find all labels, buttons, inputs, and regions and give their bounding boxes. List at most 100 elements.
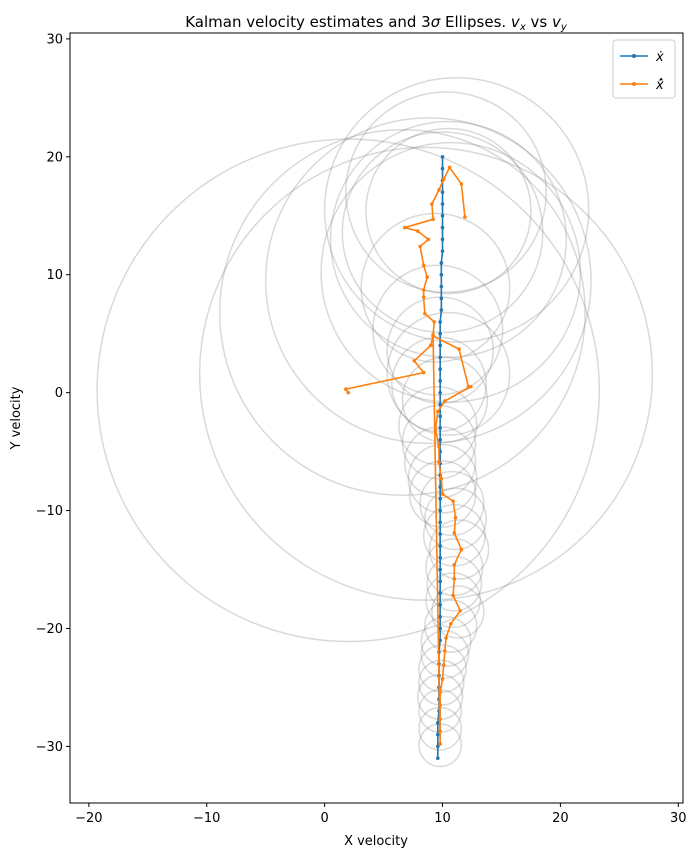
data-point <box>440 202 445 206</box>
data-point <box>452 577 457 581</box>
data-point <box>402 225 407 230</box>
data-point <box>430 202 434 206</box>
data-point <box>457 347 461 351</box>
data-point <box>453 515 458 520</box>
data-point <box>438 390 442 395</box>
data-point <box>438 343 442 348</box>
data-point <box>439 476 444 481</box>
legend-marker-x-dot <box>632 54 636 58</box>
y-axis-ticks: −30 −20 −10 0 10 20 30 <box>36 32 70 755</box>
series-line-1 <box>345 166 472 745</box>
sigma-ellipse <box>365 127 532 295</box>
data-point <box>439 261 444 265</box>
data-point <box>440 155 445 159</box>
data-point <box>448 621 453 626</box>
data-point <box>439 308 444 312</box>
data-point <box>441 177 446 182</box>
y-tick-label: −10 <box>36 504 63 519</box>
sigma-ellipse <box>264 117 592 445</box>
x-axis-ticks: −20 −10 0 10 20 30 <box>75 803 687 826</box>
x-tick-label: −10 <box>193 811 220 826</box>
sigma-ellipse <box>426 555 483 612</box>
title-vy-sub: y <box>560 22 568 33</box>
sigma-ellipse <box>360 212 511 363</box>
sigma-ellipse <box>386 311 511 436</box>
legend: ẋ x̂̇ <box>612 39 676 99</box>
sigma-ellipse <box>420 630 470 679</box>
data-point <box>440 677 445 681</box>
data-point <box>438 638 442 643</box>
data-point <box>439 284 444 289</box>
data-point <box>451 593 455 598</box>
data-point <box>443 649 447 653</box>
series-layer <box>344 155 473 760</box>
y-tick-label: 10 <box>46 268 63 283</box>
data-point <box>438 331 442 336</box>
x-tick-label: −20 <box>75 811 102 826</box>
sigma-ellipse <box>418 644 467 693</box>
data-point <box>438 320 442 324</box>
data-point <box>423 311 427 316</box>
data-point <box>438 520 442 525</box>
data-point <box>438 496 442 501</box>
data-point <box>459 547 464 552</box>
data-point <box>440 492 445 496</box>
data-point <box>441 663 446 667</box>
data-point <box>439 272 444 277</box>
sigma-ellipse <box>407 443 478 514</box>
x-tick-label: 0 <box>320 811 328 826</box>
data-point <box>440 249 445 253</box>
data-point <box>439 296 444 301</box>
sigma-ellipse <box>341 131 544 334</box>
data-point <box>432 320 437 324</box>
data-point <box>436 756 440 760</box>
data-point <box>438 508 442 513</box>
sigma-ellipse <box>419 470 485 537</box>
data-point <box>447 165 452 170</box>
data-point <box>452 563 457 567</box>
sigma-ellipse <box>398 386 478 466</box>
sigma-ellipse <box>408 460 477 528</box>
data-point <box>436 744 440 749</box>
data-point <box>425 275 429 279</box>
sigma-ellipse <box>372 264 504 396</box>
data-point <box>438 567 442 572</box>
data-point <box>438 426 442 430</box>
data-point <box>438 717 442 722</box>
data-point <box>421 370 426 375</box>
data-point <box>438 703 442 707</box>
title-ellipses: Ellipses. <box>440 13 511 31</box>
data-point <box>469 384 473 389</box>
data-point <box>426 237 431 242</box>
data-point <box>428 343 433 348</box>
data-point <box>444 636 448 640</box>
data-point <box>421 295 426 299</box>
data-point <box>451 499 455 503</box>
chart-title: Kalman velocity estimates and 3σ Ellipse… <box>185 13 568 33</box>
data-point <box>440 225 445 230</box>
data-point <box>438 591 442 595</box>
data-point <box>438 367 442 371</box>
data-point <box>431 333 435 337</box>
data-point <box>438 485 442 489</box>
data-point <box>438 729 442 733</box>
sigma-ellipse <box>198 146 654 601</box>
data-point <box>438 742 442 746</box>
sigma-ellipse <box>391 336 487 433</box>
title-sigma: σ <box>431 13 441 31</box>
data-point <box>418 244 422 249</box>
data-point <box>438 438 442 442</box>
title-vs: vs <box>526 13 552 31</box>
data-point <box>438 626 442 631</box>
data-point <box>421 288 426 292</box>
sigma-ellipse <box>96 138 601 643</box>
sigma-ellipse <box>431 585 485 639</box>
data-point <box>436 409 440 414</box>
legend-label-x-dot: ẋ <box>655 50 664 65</box>
sigma-ellipse <box>401 356 489 443</box>
sigma-ellipse <box>420 615 472 667</box>
data-point <box>438 544 442 548</box>
title-vy: v <box>552 13 562 31</box>
data-point <box>436 721 440 725</box>
